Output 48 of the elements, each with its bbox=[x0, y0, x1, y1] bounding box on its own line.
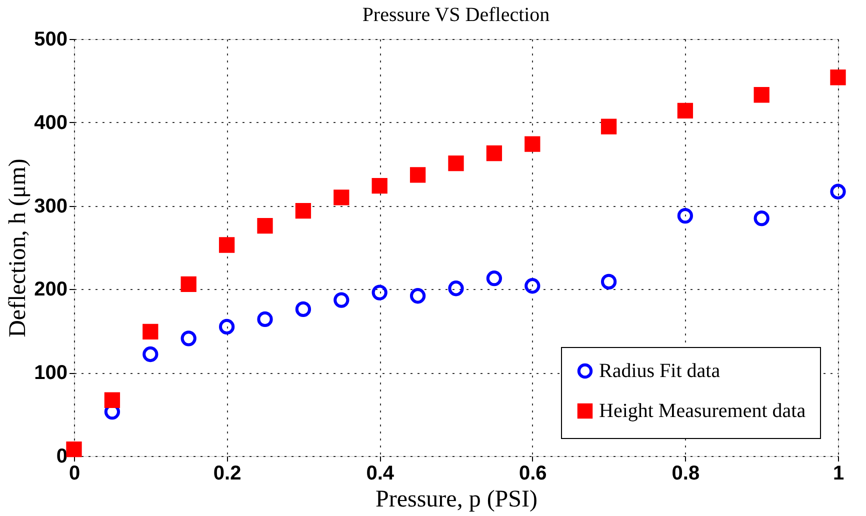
point bbox=[448, 280, 464, 296]
point bbox=[257, 218, 273, 234]
y-axis-title: Deflection, h (μm) bbox=[5, 158, 32, 338]
legend-label: Height Measurement data bbox=[599, 400, 806, 422]
y-tick-label: 0 bbox=[56, 446, 68, 468]
point bbox=[754, 210, 770, 226]
y-tick-label: 200 bbox=[34, 278, 68, 301]
y-tick-label: 100 bbox=[34, 362, 68, 384]
point bbox=[486, 270, 502, 286]
y-tick-label: 500 bbox=[34, 28, 68, 50]
y-tick-label: 400 bbox=[34, 112, 68, 134]
point bbox=[830, 70, 846, 86]
point bbox=[372, 178, 388, 194]
x-tick-label: 0.8 bbox=[672, 462, 700, 484]
x-tick-label: 0.4 bbox=[366, 462, 395, 484]
point bbox=[295, 202, 312, 219]
point bbox=[218, 318, 235, 335]
point bbox=[180, 276, 196, 292]
point bbox=[410, 288, 426, 304]
point bbox=[754, 87, 770, 103]
point bbox=[524, 136, 540, 152]
x-axis-title: Pressure, p (PSI) bbox=[376, 486, 538, 512]
x-tick-label: 0.6 bbox=[518, 462, 547, 484]
point bbox=[600, 274, 617, 290]
legend-label: Radius Fit data bbox=[599, 360, 720, 382]
point bbox=[66, 442, 82, 458]
point bbox=[830, 184, 846, 200]
point bbox=[677, 102, 694, 119]
point bbox=[180, 330, 196, 346]
point bbox=[334, 292, 350, 308]
chart-title: Pressure VS Deflection bbox=[362, 4, 550, 26]
point bbox=[600, 118, 617, 134]
point bbox=[486, 145, 502, 162]
point bbox=[295, 301, 312, 318]
point bbox=[142, 346, 158, 362]
point bbox=[677, 208, 694, 224]
point bbox=[104, 392, 120, 408]
point bbox=[410, 167, 426, 183]
point bbox=[448, 155, 464, 172]
point bbox=[257, 311, 273, 328]
x-tick-label: 0.2 bbox=[213, 462, 242, 484]
y-tick-label: 300 bbox=[34, 195, 68, 218]
point bbox=[142, 324, 158, 340]
point bbox=[524, 278, 540, 294]
x-tick-label: 1 bbox=[832, 462, 844, 484]
point bbox=[372, 284, 388, 300]
point bbox=[218, 237, 235, 253]
point bbox=[334, 190, 350, 206]
